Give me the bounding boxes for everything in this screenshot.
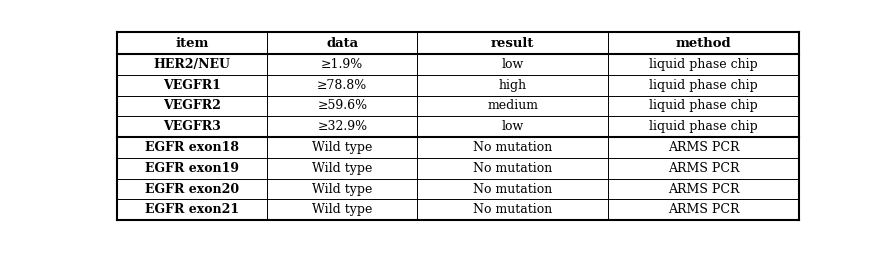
Text: liquid phase chip: liquid phase chip	[649, 79, 758, 92]
Text: liquid phase chip: liquid phase chip	[649, 120, 758, 133]
Text: EGFR exon20: EGFR exon20	[145, 183, 240, 196]
Text: No mutation: No mutation	[473, 183, 552, 196]
Text: No mutation: No mutation	[473, 141, 552, 154]
Text: No mutation: No mutation	[473, 203, 552, 216]
Text: liquid phase chip: liquid phase chip	[649, 58, 758, 71]
Text: ≥59.6%: ≥59.6%	[317, 100, 367, 112]
Text: ARMS PCR: ARMS PCR	[668, 183, 739, 196]
Text: No mutation: No mutation	[473, 162, 552, 175]
Text: ARMS PCR: ARMS PCR	[668, 203, 739, 216]
Text: Wild type: Wild type	[312, 203, 373, 216]
Text: Wild type: Wild type	[312, 162, 373, 175]
Text: VEGFR3: VEGFR3	[164, 120, 221, 133]
Text: result: result	[491, 37, 535, 50]
Text: VEGFR1: VEGFR1	[164, 79, 221, 92]
Text: VEGFR2: VEGFR2	[164, 100, 221, 112]
Text: HER2/NEU: HER2/NEU	[154, 58, 231, 71]
Text: ≥78.8%: ≥78.8%	[317, 79, 367, 92]
Text: high: high	[499, 79, 527, 92]
Text: EGFR exon21: EGFR exon21	[145, 203, 240, 216]
Text: liquid phase chip: liquid phase chip	[649, 100, 758, 112]
Text: EGFR exon18: EGFR exon18	[146, 141, 240, 154]
Text: Wild type: Wild type	[312, 183, 373, 196]
Text: Wild type: Wild type	[312, 141, 373, 154]
Text: ≥32.9%: ≥32.9%	[317, 120, 367, 133]
Text: ARMS PCR: ARMS PCR	[668, 162, 739, 175]
Text: low: low	[502, 120, 524, 133]
Text: item: item	[175, 37, 209, 50]
Text: medium: medium	[487, 100, 538, 112]
Text: low: low	[502, 58, 524, 71]
Text: data: data	[326, 37, 358, 50]
Text: EGFR exon19: EGFR exon19	[146, 162, 240, 175]
Text: ARMS PCR: ARMS PCR	[668, 141, 739, 154]
Text: ≥1.9%: ≥1.9%	[321, 58, 363, 71]
Text: method: method	[676, 37, 731, 50]
